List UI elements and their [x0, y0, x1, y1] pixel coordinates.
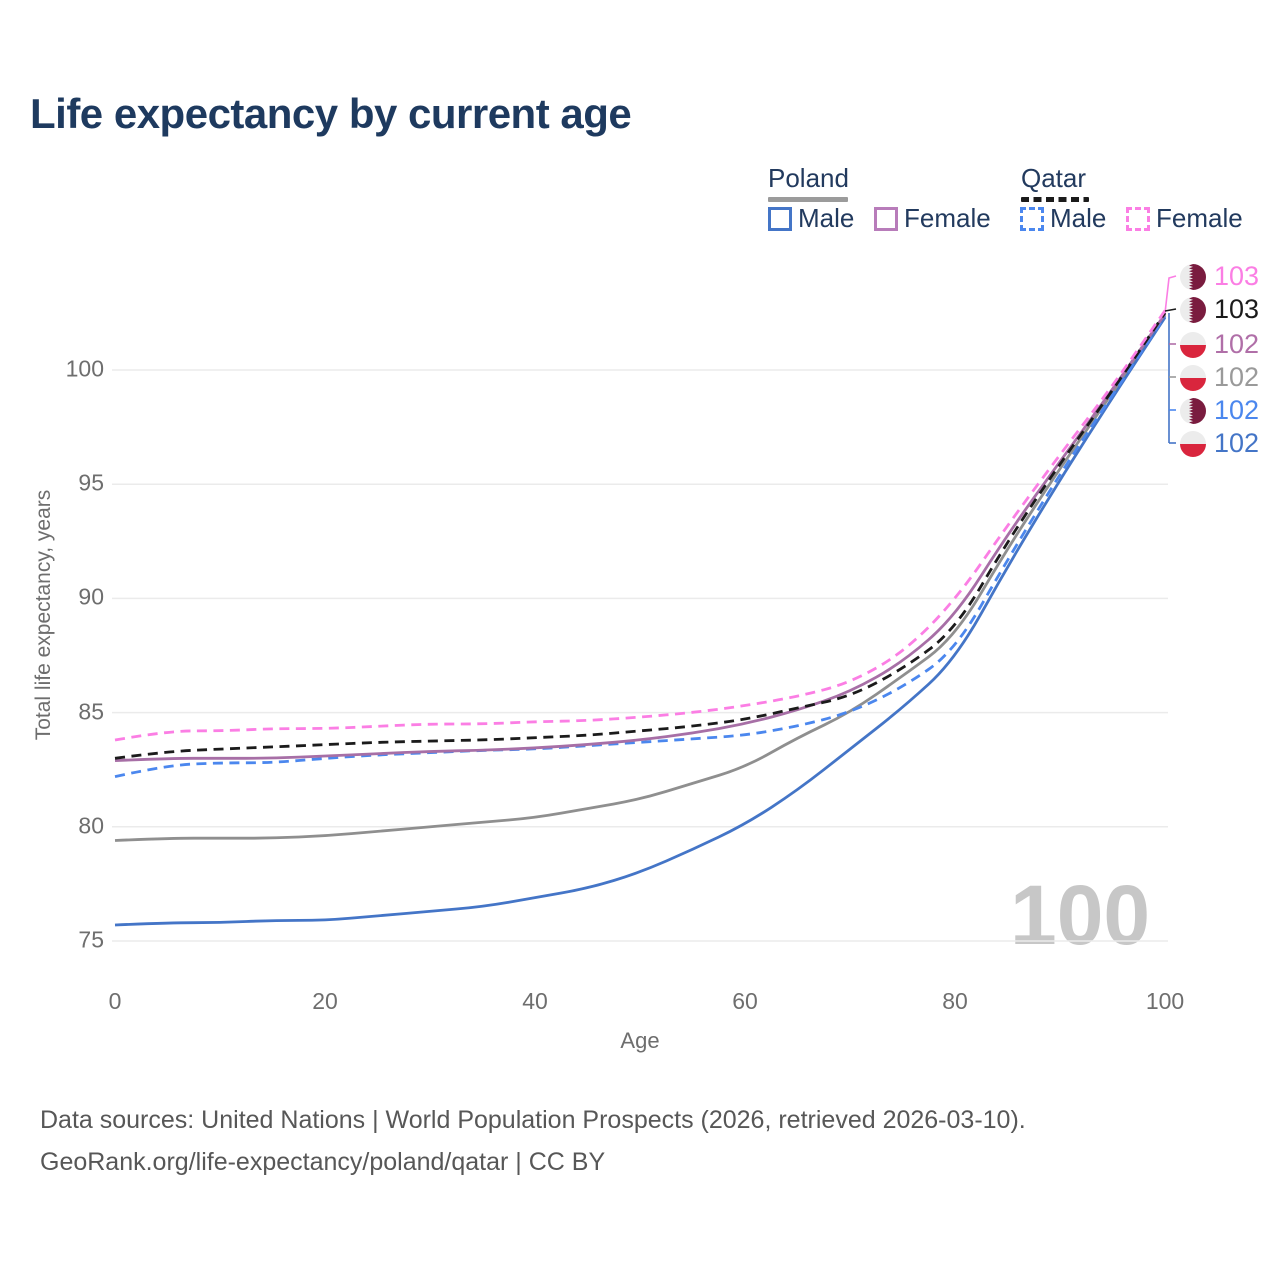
y-tick: 75: [78, 926, 104, 953]
end-value: 103: [1214, 261, 1260, 291]
page-title: Life expectancy by current age: [30, 90, 632, 137]
x-tick: 20: [312, 988, 338, 1014]
y-tick: 100: [65, 355, 104, 382]
legend-item-qatar-male[interactable]: Male: [1020, 203, 1106, 234]
y-tick: 85: [78, 698, 104, 725]
legend-poland-line-swatch: [768, 197, 848, 202]
legend-item-qatar-female[interactable]: Female: [1126, 203, 1243, 234]
poland-female-swatch-icon: [874, 206, 898, 231]
legend-item-label: Female: [904, 203, 991, 233]
end-value: 102: [1214, 329, 1260, 359]
end-label-qatar: 103: [1180, 296, 1259, 323]
y-tick: 80: [78, 812, 104, 839]
poland-male-swatch-icon: [768, 206, 792, 231]
legend-qatar-label[interactable]: Qatar: [1021, 163, 1087, 193]
x-tick: 60: [732, 988, 758, 1014]
legend-group-poland: Poland: [768, 163, 849, 202]
end-label-poland-male: 102: [1180, 430, 1259, 457]
legend-item-poland-male[interactable]: Male: [768, 203, 854, 234]
qatar-flag-icon: [1180, 397, 1206, 424]
poland-flag-icon: [1180, 364, 1206, 391]
data-source-line: Data sources: United Nations | World Pop…: [40, 1106, 1026, 1134]
series-line-poland-female: [114, 313, 1167, 762]
end-label-qatar-female: 103: [1180, 263, 1259, 290]
end-label-qatar-male: 102: [1180, 397, 1259, 424]
qatar-male-swatch-icon: [1020, 206, 1044, 231]
qatar-female-swatch-icon: [1126, 206, 1150, 231]
attribution-link-line[interactable]: GeoRank.org/life-expectancy/poland/qatar…: [40, 1148, 606, 1176]
qatar-flag-icon: [1180, 263, 1206, 290]
end-label-poland: 102: [1180, 364, 1259, 391]
legend-item-label: Female: [1156, 203, 1243, 233]
x-tick: 100: [1145, 988, 1185, 1014]
legend-qatar-line-swatch: [1021, 197, 1089, 202]
end-value: 102: [1214, 428, 1260, 458]
x-tick: 80: [942, 988, 968, 1014]
x-axis-title: Age: [620, 1028, 660, 1053]
end-value: 102: [1214, 362, 1260, 392]
series-line-qatar-female: [114, 309, 1167, 742]
series-line-poland: [114, 314, 1167, 842]
legend-group-qatar: Qatar: [1021, 163, 1089, 202]
x-tick: 40: [522, 988, 548, 1014]
x-tick: 0: [108, 988, 122, 1014]
y-tick: 95: [78, 469, 104, 496]
legend-item-label: Male: [1050, 203, 1107, 233]
qatar-flag-icon: [1180, 296, 1206, 323]
hover-age-watermark: 100: [1010, 868, 1151, 962]
series-line-poland-male: [114, 316, 1167, 927]
legend-item-poland-female[interactable]: Female: [874, 203, 991, 234]
y-tick: 90: [78, 583, 104, 610]
poland-flag-icon: [1180, 430, 1206, 457]
end-value: 103: [1214, 294, 1260, 324]
legend-poland-label[interactable]: Poland: [768, 163, 849, 193]
series-line-qatar-male: [114, 315, 1167, 778]
legend-item-label: Male: [798, 203, 855, 233]
series-line-qatar: [114, 312, 1167, 760]
poland-flag-icon: [1180, 331, 1206, 358]
end-label-poland-female: 102: [1180, 331, 1259, 358]
end-value: 102: [1214, 395, 1260, 425]
